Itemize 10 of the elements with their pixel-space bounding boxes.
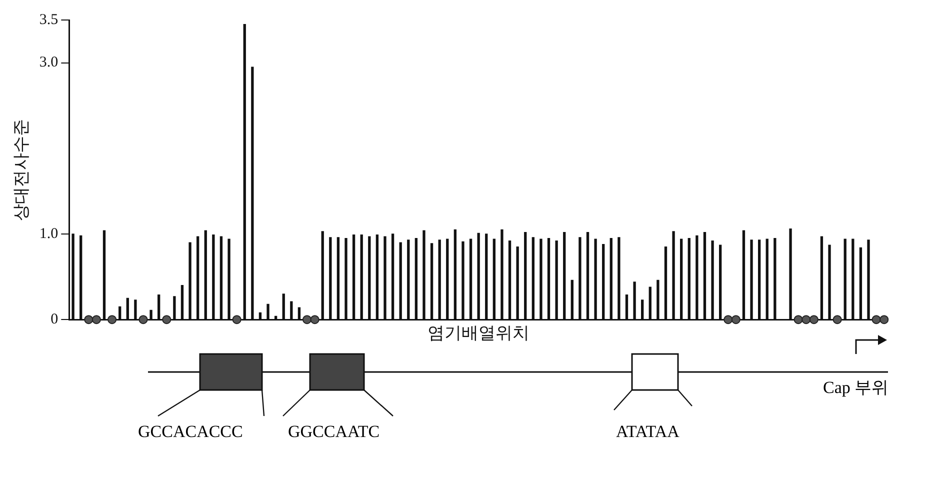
y-tick-label: 1.0 <box>39 226 58 242</box>
y-axis-title: 상대전사수준 <box>12 118 32 221</box>
y-tick-label: 3.0 <box>39 54 58 71</box>
text: Cap 부위 <box>823 377 889 399</box>
y-tick-label: 0 <box>50 312 58 328</box>
x-axis-title: 염기배열위치 <box>428 323 530 342</box>
text: GGCCAATC <box>288 422 380 442</box>
text: GCCACACCC <box>138 422 243 442</box>
text: ATATAA <box>616 422 680 442</box>
y-tick-label: 3.5 <box>39 12 58 28</box>
